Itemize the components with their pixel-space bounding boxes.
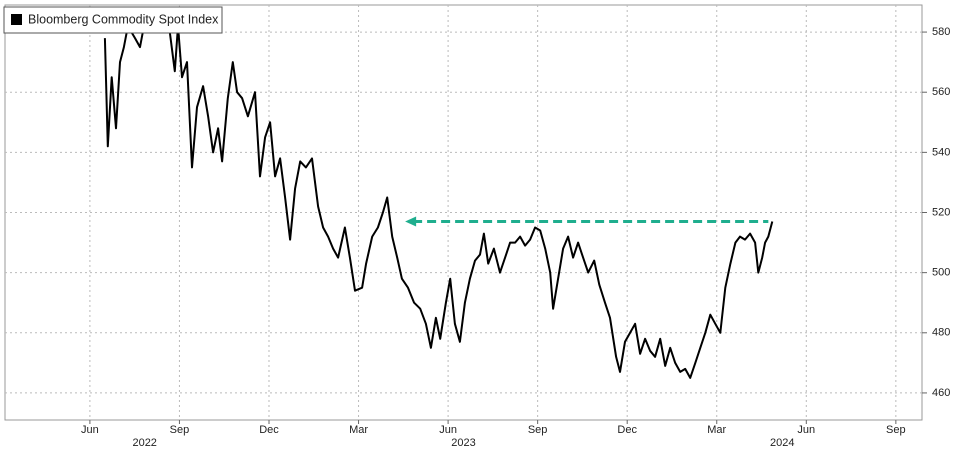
plot-frame	[4, 4, 923, 421]
x-year-label: 2024	[770, 437, 794, 449]
x-tick-label: Mar	[707, 424, 726, 436]
legend-swatch	[11, 14, 22, 25]
x-tick-label: Jun	[797, 424, 815, 436]
x-tick-label: Sep	[528, 424, 548, 436]
x-tick-label: Dec	[259, 424, 279, 436]
line-series	[103, 19, 774, 379]
y-tick-label: 540	[932, 146, 950, 158]
y-tick-label: 520	[932, 206, 950, 218]
legend: Bloomberg Commodity Spot Index	[3, 6, 223, 34]
arrow-head	[405, 216, 417, 227]
legend-label: Bloomberg Commodity Spot Index	[28, 12, 219, 26]
y-tick-label: 460	[932, 387, 950, 399]
x-year-label: 2022	[132, 437, 156, 449]
y-tick-label: 500	[932, 267, 950, 279]
x-tick-label: Sep	[886, 424, 906, 436]
marks	[103, 19, 774, 379]
y-tick-label: 560	[932, 86, 950, 98]
x-tick-label: Jun	[439, 424, 457, 436]
legend-box	[3, 6, 223, 34]
grid: 460 480 500 520 540 560 580 Jun Sep Dec Mar Jun Sep D…	[5, 5, 950, 449]
x-tick-label: Mar	[349, 424, 368, 436]
x-tick-label: Jun	[81, 424, 99, 436]
y-tick-label: 480	[932, 327, 950, 339]
x-tick-label: Dec	[617, 424, 637, 436]
y-tick-label: 580	[932, 26, 950, 38]
x-year-label: 2023	[451, 437, 475, 449]
x-tick-label: Sep	[170, 424, 190, 436]
